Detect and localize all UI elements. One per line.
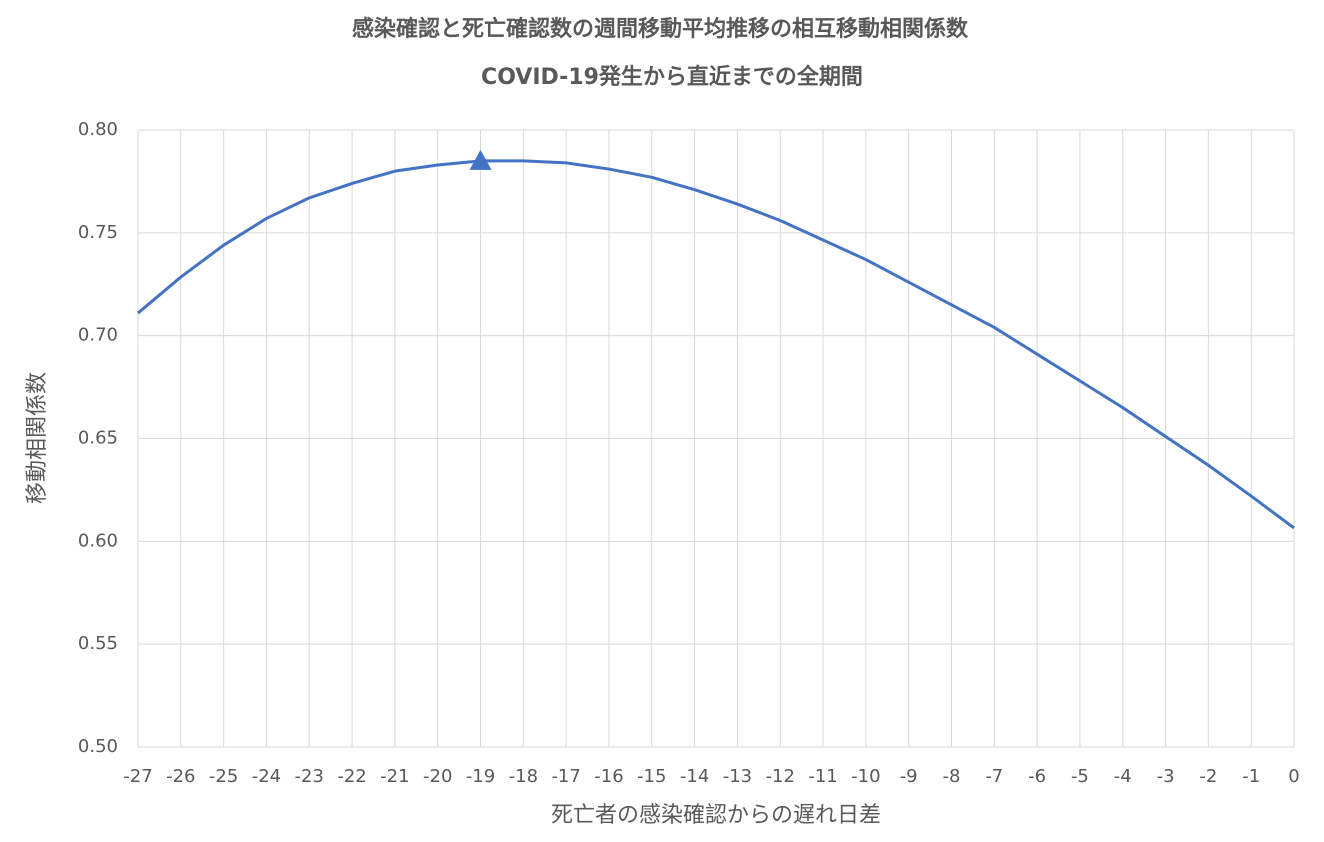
x-axis-label: 死亡者の感染確認からの遅れ日差 (551, 803, 881, 828)
x-tick-label: -3 (1157, 766, 1175, 787)
x-tick-label: -17 (551, 766, 580, 787)
x-tick-label: -27 (123, 766, 152, 787)
y-tick-label: 0.70 (78, 325, 118, 346)
y-tick-label: 0.60 (78, 530, 118, 551)
y-tick-label: 0.75 (78, 222, 118, 243)
x-tick-label: -12 (766, 766, 795, 787)
x-tick-label: -20 (423, 766, 452, 787)
x-tick-label: -14 (680, 766, 709, 787)
x-tick-label: -9 (900, 766, 918, 787)
y-tick-label: 0.55 (78, 633, 118, 654)
x-tick-label: -5 (1071, 766, 1089, 787)
chart-title: 感染確認と死亡確認数の週間移動平均推移の相互移動相関係数 (352, 16, 969, 42)
x-tick-label: -24 (252, 766, 281, 787)
x-tick-label: -26 (166, 766, 195, 787)
x-tick-label: -4 (1114, 766, 1132, 787)
data-line (137, 159, 1295, 530)
x-tick-label: -2 (1199, 766, 1217, 787)
x-tick-label: -16 (594, 766, 623, 787)
x-tick-label: -23 (295, 766, 324, 787)
x-tick-label: -6 (1028, 766, 1046, 787)
y-tick-label: 0.80 (78, 119, 118, 140)
x-tick-label: -7 (985, 766, 1003, 787)
y-tick-label: 0.65 (78, 428, 118, 449)
x-tick-label: -8 (943, 766, 961, 787)
y-axis-label: 移動相関係数 (25, 372, 50, 504)
x-tick-label: -13 (723, 766, 752, 787)
x-tick-label: -22 (337, 766, 366, 787)
x-tick-label: -19 (466, 766, 495, 787)
x-tick-label: -10 (851, 766, 880, 787)
x-tick-label: -21 (380, 766, 409, 787)
x-tick-label: -11 (808, 766, 837, 787)
x-tick-label: -15 (637, 766, 666, 787)
x-tick-label: -18 (509, 766, 538, 787)
x-tick-label: 0 (1288, 766, 1299, 787)
chart-subtitle: COVID-19発生から直近までの全期間 (481, 64, 863, 90)
y-tick-label: 0.50 (78, 736, 118, 757)
x-tick-label: -25 (209, 766, 238, 787)
x-tick-label: -1 (1242, 766, 1260, 787)
peak-marker (469, 149, 492, 170)
